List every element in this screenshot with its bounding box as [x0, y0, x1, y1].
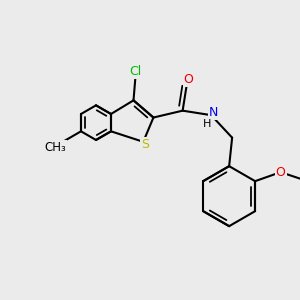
Text: O: O: [184, 73, 194, 86]
Text: S: S: [141, 138, 149, 151]
Text: H: H: [203, 119, 212, 129]
Text: CH₃: CH₃: [44, 141, 66, 154]
Text: O: O: [276, 166, 286, 179]
Text: N: N: [209, 106, 218, 119]
Text: Cl: Cl: [130, 65, 142, 78]
